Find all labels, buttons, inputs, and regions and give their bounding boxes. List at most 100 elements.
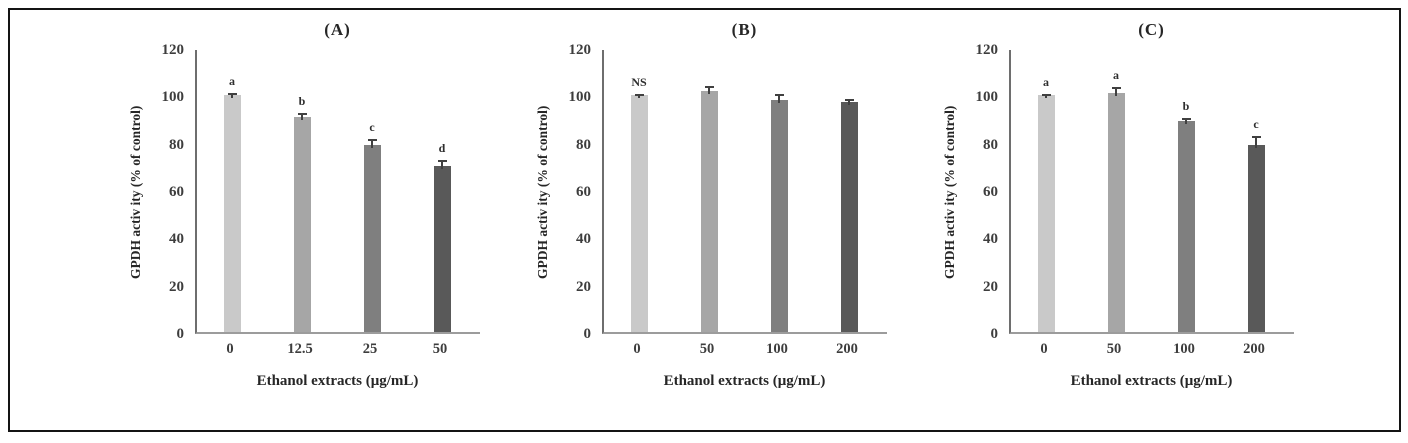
significance-label: b — [298, 94, 306, 109]
bar-100 — [1177, 121, 1195, 332]
bar-slot: b — [1151, 50, 1221, 332]
bar-0 — [223, 95, 241, 332]
error-bar-stem — [778, 94, 780, 104]
y-tick-label: 40 — [169, 231, 184, 248]
x-axis-title: Ethanol extracts (μg/mL) — [663, 373, 826, 389]
y-axis-title: GPDH activ ity (% of control) — [535, 105, 550, 279]
y-tick-label: 0 — [176, 326, 185, 342]
y-tick-label: 80 — [169, 136, 184, 153]
chart-title: (A) — [324, 20, 351, 39]
y-tick-label: 100 — [975, 89, 999, 106]
bar-0 — [630, 95, 648, 332]
bar-12.5 — [293, 116, 311, 332]
bar-slot: b — [267, 50, 337, 332]
y-tick-label: 60 — [576, 184, 591, 200]
x-tick-label: 0 — [1040, 341, 1048, 357]
x-tick-label: 0 — [633, 341, 641, 357]
error-bar-stem — [231, 92, 233, 99]
error-bar-cap — [1041, 94, 1051, 97]
error-bar-cap — [437, 160, 447, 163]
significance-label: d — [438, 141, 446, 156]
y-tick-label: 0 — [990, 326, 999, 342]
error-bar-stem — [1115, 87, 1117, 96]
error-bar-cap — [634, 94, 644, 97]
plot-area: a a b c — [1009, 50, 1294, 334]
chart-body: GPDH activ ity (% of control) 0 20 40 60 80 1… — [939, 42, 1294, 342]
bar-50 — [433, 166, 451, 332]
bar-slot: d — [407, 50, 477, 332]
x-tick-label: 12.5 — [287, 341, 313, 357]
significance-label: c — [369, 120, 375, 135]
y-tick-label: 20 — [576, 278, 591, 295]
y-tick-label: 120 — [568, 42, 592, 58]
significance-label: a — [1043, 75, 1049, 90]
significance-label: NS — [631, 75, 647, 90]
y-tick-label: 80 — [983, 136, 998, 153]
y-tick-label: 20 — [983, 278, 998, 295]
error-bar-cap — [704, 85, 714, 88]
error-bar-stem — [301, 113, 303, 120]
y-tick-label: 0 — [583, 326, 592, 342]
x-tick-label: 50 — [699, 341, 715, 357]
y-tick-label: 60 — [983, 184, 998, 200]
significance-label: a — [1113, 68, 1119, 83]
x-tick-label: 25 — [362, 341, 378, 357]
y-axis-title: GPDH activ ity (% of control) — [128, 105, 143, 279]
error-bar-stem — [848, 98, 850, 106]
bar-200 — [840, 102, 858, 332]
significance-label: c — [1253, 116, 1259, 131]
chart-panel-a: (A) GPDH activ ity (% of control) 0 20 40 6… — [125, 20, 480, 390]
plot-area: a b c d — [195, 50, 480, 334]
y-tick-label: 60 — [169, 184, 184, 200]
error-bar-cap — [367, 139, 377, 142]
y-axis-ticks: 0 20 40 60 80 100 120 — [554, 42, 602, 342]
x-tick-label: 50 — [432, 341, 448, 357]
y-axis-ticks: 0 20 40 60 80 100 120 — [147, 42, 195, 342]
significance-label: a — [229, 73, 235, 88]
chart-title: (B) — [731, 20, 758, 39]
bar-50 — [1107, 92, 1125, 332]
error-bar-cap — [297, 113, 307, 116]
bar-slot: a — [197, 50, 267, 332]
bar-0 — [1037, 95, 1055, 332]
chart-body: GPDH activ ity (% of control) 0 20 40 60 80 1… — [125, 42, 480, 342]
x-tick-labels: 0 50 100 200 — [1009, 341, 1294, 358]
error-bar-stem — [371, 139, 373, 149]
chart-title: (C) — [1138, 20, 1165, 39]
error-bar-stem — [1185, 117, 1187, 125]
chart-body: GPDH activ ity (% of control) 0 20 40 60 80 1… — [532, 42, 887, 342]
bar-25 — [363, 145, 381, 332]
chart-panel-c: (C) GPDH activ ity (% of control) 0 20 40 6… — [939, 20, 1294, 390]
error-bar-cap — [1181, 117, 1191, 120]
bar-slot: c — [337, 50, 407, 332]
x-tick-labels: 0 50 100 200 — [602, 341, 887, 358]
error-bar-cap — [1251, 135, 1261, 138]
y-tick-label: 100 — [161, 89, 185, 106]
y-tick-label: 20 — [169, 278, 184, 295]
x-tick-label: 50 — [1106, 341, 1122, 357]
error-bar-stem — [638, 94, 640, 99]
y-axis-ticks: 0 20 40 60 80 100 120 — [961, 42, 1009, 342]
y-tick-label: 120 — [161, 42, 185, 58]
figure-frame: (A) GPDH activ ity (% of control) 0 20 40 6… — [8, 8, 1401, 432]
error-bar-cap — [227, 92, 237, 95]
y-tick-label: 80 — [576, 136, 591, 153]
y-tick-label: 40 — [576, 231, 591, 248]
bar-slot: a — [1081, 50, 1151, 332]
y-tick-label: 120 — [975, 42, 999, 58]
y-tick-label: 100 — [568, 89, 592, 106]
error-bar-cap — [774, 94, 784, 97]
y-axis-title: GPDH activ ity (% of control) — [942, 105, 957, 279]
error-bar-cap — [844, 98, 854, 101]
bar-slot: c — [1221, 50, 1291, 332]
x-axis-title: Ethanol extracts (μg/mL) — [1070, 373, 1233, 389]
y-tick-label: 40 — [983, 231, 998, 248]
x-axis-title: Ethanol extracts (μg/mL) — [256, 373, 419, 389]
x-tick-label: 100 — [766, 341, 788, 357]
x-tick-label: 200 — [836, 341, 858, 357]
bar-slot — [814, 50, 884, 332]
bar-slot: a — [1011, 50, 1081, 332]
error-bar-cap — [1111, 87, 1121, 90]
plot-area: NS — [602, 50, 887, 334]
